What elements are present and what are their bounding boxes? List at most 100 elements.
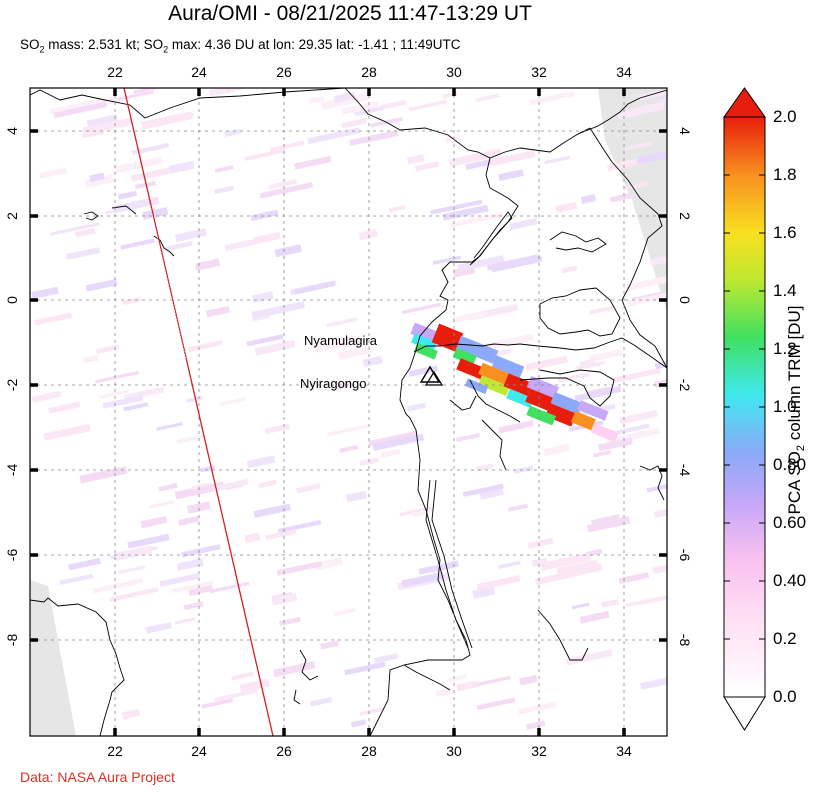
noise-streak (339, 445, 359, 454)
lat-label-right-neg8: -8 (677, 634, 693, 647)
colorbar-label: PCA SO2 column TRM [DU] (785, 306, 807, 515)
noise-streak (214, 165, 234, 173)
noise-streak (341, 101, 379, 116)
noise-streak (640, 673, 667, 690)
orbit-swath-track (149, 204, 187, 361)
noise-streak (477, 675, 511, 687)
colorbar-label-prefix: PCA SO (784, 451, 804, 515)
noise-streak (201, 698, 234, 709)
noise-streak (108, 587, 159, 602)
noise-streak (358, 229, 378, 241)
lon-label-top-28: 28 (361, 64, 377, 80)
noise-streak (498, 169, 524, 182)
noise-streak (418, 560, 460, 575)
noise-streak (212, 478, 249, 492)
noise-streak (476, 697, 516, 711)
colorbar-bottom-arrow (723, 696, 766, 731)
noise-streak (186, 501, 211, 514)
noise-streak (456, 433, 480, 443)
noise-streak (279, 616, 301, 626)
noise-streak (593, 450, 612, 458)
colorbar-tick-1-8: 1.8 (773, 165, 797, 184)
noise-streak (84, 174, 115, 189)
noise-streak (250, 209, 279, 221)
map-title: Aura/OMI - 08/21/2025 11:47-13:29 UT (168, 2, 532, 25)
colorbar-tick-1-0: 1.0 (773, 397, 797, 416)
colorbar-tick-1-4: 1.4 (773, 281, 797, 300)
noise-streak (638, 590, 667, 606)
noise-streak (117, 190, 138, 200)
noise-streak (600, 599, 619, 608)
noise-streak (399, 505, 434, 517)
lat-label-left-neg4: -4 (4, 464, 20, 477)
noise-streak (628, 274, 667, 291)
noise-streak (484, 333, 534, 351)
noise-streak (508, 217, 538, 230)
noise-streak (224, 128, 242, 137)
noise-streak (31, 390, 62, 403)
noise-streak (205, 305, 230, 318)
noise-streak (408, 99, 447, 112)
noise-streak (274, 244, 303, 258)
noise-streak (539, 552, 592, 571)
noise-streak (121, 708, 141, 720)
noise-streak (337, 345, 372, 360)
noise-streak (543, 443, 571, 457)
noise-streak (414, 161, 440, 172)
lat-label-left-2: 2 (4, 212, 20, 220)
noise-streak (476, 575, 521, 591)
noise-streak (627, 292, 667, 307)
noise-streak (145, 622, 172, 634)
noise-streak (293, 155, 332, 170)
map-frame (29, 87, 668, 737)
noise-streak (174, 228, 207, 242)
noise-streak (94, 370, 140, 384)
noise-streak (265, 529, 297, 541)
noise-streak (497, 560, 521, 570)
noise-streak (561, 265, 578, 274)
lat-label-left-0: 0 (4, 296, 20, 304)
noise-streak (231, 671, 254, 681)
colorbar-tick-0-2: 0.2 (773, 629, 797, 648)
colorbar-tick-1-2: 1.2 (773, 339, 797, 358)
noise-streak (114, 156, 163, 174)
lat-label-right-4: 4 (677, 127, 693, 135)
colorbar-label-sub: 2 (795, 445, 808, 452)
axis-tick-marks (30, 88, 667, 736)
noise-streak (244, 532, 261, 543)
noise-streak (92, 577, 144, 594)
noise-streak (401, 302, 441, 315)
noise-streak (246, 334, 284, 347)
noise-streak (246, 455, 276, 469)
noise-streak (253, 503, 292, 518)
noise-streak (123, 402, 149, 412)
noise-streak (556, 559, 599, 575)
noise-streak (406, 154, 425, 165)
noise-streak (219, 397, 246, 406)
noise-streak (380, 449, 401, 458)
noise-streak (654, 507, 667, 518)
noise-streak (571, 602, 590, 610)
noise-streak (161, 241, 193, 252)
noise-streak (208, 88, 242, 97)
noise-streak (59, 573, 94, 585)
lat-label-left-neg6: -6 (4, 549, 20, 562)
lon-label-top-26: 26 (276, 64, 292, 80)
lat-label-right-0: 0 (677, 296, 693, 304)
noise-streak (149, 500, 174, 509)
noise-streak (535, 569, 582, 585)
noise-streak (308, 95, 325, 104)
noise-streak (224, 238, 260, 251)
noise-streak (457, 255, 505, 272)
noise-streak (43, 423, 91, 441)
noise-streak (313, 335, 361, 353)
noise-streak (579, 610, 610, 624)
noise-streak (39, 167, 67, 179)
noise-streak (140, 516, 168, 529)
so2-plume (410, 322, 619, 442)
noise-streak (321, 92, 370, 110)
noise-streak (134, 180, 156, 190)
subtitle-sub-2: 2 (163, 44, 169, 55)
volcano-label-nyamulagira: Nyamulagira (304, 333, 378, 348)
noise-streak (448, 674, 467, 683)
